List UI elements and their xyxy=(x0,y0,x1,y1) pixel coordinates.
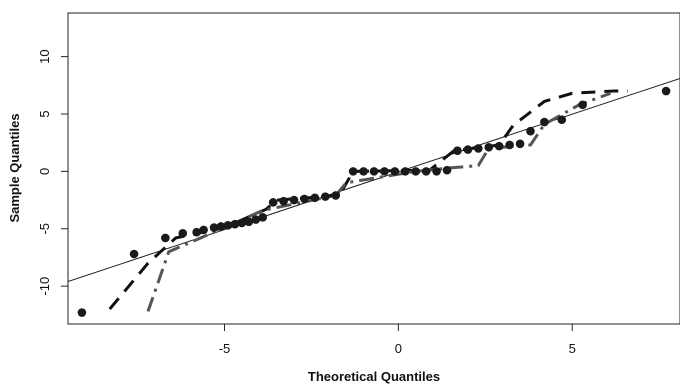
sample-point xyxy=(268,198,278,207)
sample-point xyxy=(421,167,431,176)
sample-point xyxy=(505,140,514,150)
x-axis: -5 0 5 xyxy=(219,323,576,356)
sample-point xyxy=(442,165,452,175)
sample-point xyxy=(192,227,201,237)
sample-point xyxy=(289,195,299,205)
sample-point xyxy=(411,167,421,176)
y-tick-label: 0 xyxy=(37,168,52,175)
sample-point xyxy=(244,217,254,227)
sample-point xyxy=(258,212,268,222)
sample-point xyxy=(178,229,188,238)
y-axis-title: Sample Quantiles xyxy=(7,113,22,222)
sample-point xyxy=(161,233,170,243)
sample-point xyxy=(331,191,341,200)
y-tick-label: 10 xyxy=(37,49,52,63)
sample-point xyxy=(77,308,87,317)
sample-point xyxy=(199,225,208,235)
dashed-quantile-line xyxy=(108,89,628,311)
x-tick-label: 5 xyxy=(569,341,576,356)
x-tick-label: -5 xyxy=(219,341,231,356)
sample-point xyxy=(129,249,139,259)
sample-point xyxy=(515,139,525,149)
sample-point xyxy=(209,223,219,232)
y-axis: -10 -5 0 5 10 xyxy=(37,49,69,296)
sample-point xyxy=(321,192,330,201)
x-axis-title: Theoretical Quantiles xyxy=(308,369,440,384)
sample-point xyxy=(237,218,247,228)
sample-point xyxy=(223,221,233,230)
sample-point xyxy=(578,100,587,110)
sample-point xyxy=(474,144,483,153)
sample-point xyxy=(369,167,379,176)
sample-point xyxy=(453,146,462,156)
sample-point xyxy=(230,219,240,229)
reference-line xyxy=(68,77,680,283)
sample-point xyxy=(359,167,368,176)
sample-point xyxy=(348,167,358,176)
y-tick-label: -10 xyxy=(37,277,52,296)
sample-point xyxy=(557,115,567,125)
sample-point xyxy=(661,86,671,96)
sample-point xyxy=(251,215,261,224)
sample-point xyxy=(540,117,549,127)
dash-dot-quantile-line xyxy=(146,91,612,312)
sample-point xyxy=(310,193,320,203)
sample-point xyxy=(526,126,535,136)
x-tick-label: 0 xyxy=(395,341,402,356)
sample-point xyxy=(494,141,504,151)
sample-point xyxy=(279,196,288,206)
sample-point xyxy=(216,222,226,231)
y-tick-label: 5 xyxy=(37,110,52,117)
y-tick-label: -5 xyxy=(37,223,52,235)
sample-point xyxy=(400,167,410,176)
sample-point xyxy=(463,145,473,154)
sample-point xyxy=(390,167,400,176)
data-layer xyxy=(68,77,680,317)
sample-point xyxy=(484,142,494,152)
sample-point xyxy=(432,167,441,176)
sample-point xyxy=(380,167,389,176)
sample-point xyxy=(300,194,309,204)
